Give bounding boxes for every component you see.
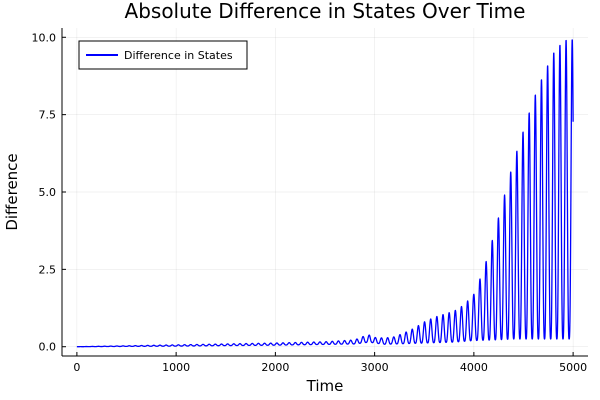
x-axis-label: Time: [306, 377, 344, 395]
axes: 0 1000 2000 3000 4000 5000 0.0 2.5 5.0 7.5 10.0: [32, 28, 588, 374]
legend-label: Difference in States: [124, 49, 233, 62]
y-axis-label: Difference: [3, 153, 21, 230]
x-tick-label: 4000: [460, 361, 488, 374]
grid: [62, 28, 588, 356]
y-tick-label: 7.5: [39, 109, 57, 122]
x-tick-label: 2000: [261, 361, 289, 374]
chart-title: Absolute Difference in States Over Time: [125, 0, 526, 23]
series-line: [76, 39, 574, 348]
x-tick-label: 1000: [162, 361, 190, 374]
legend: Difference in States: [78, 40, 248, 70]
y-tick-label: 10.0: [32, 31, 57, 44]
x-tick-label: 0: [73, 361, 80, 374]
x-tick-label: 5000: [559, 361, 587, 374]
plot-area: [76, 39, 574, 348]
y-tick-label: 2.5: [39, 263, 57, 276]
y-tick-label: 0.0: [39, 341, 57, 354]
x-tick-label: 3000: [361, 361, 389, 374]
y-tick-label: 5.0: [39, 186, 57, 199]
